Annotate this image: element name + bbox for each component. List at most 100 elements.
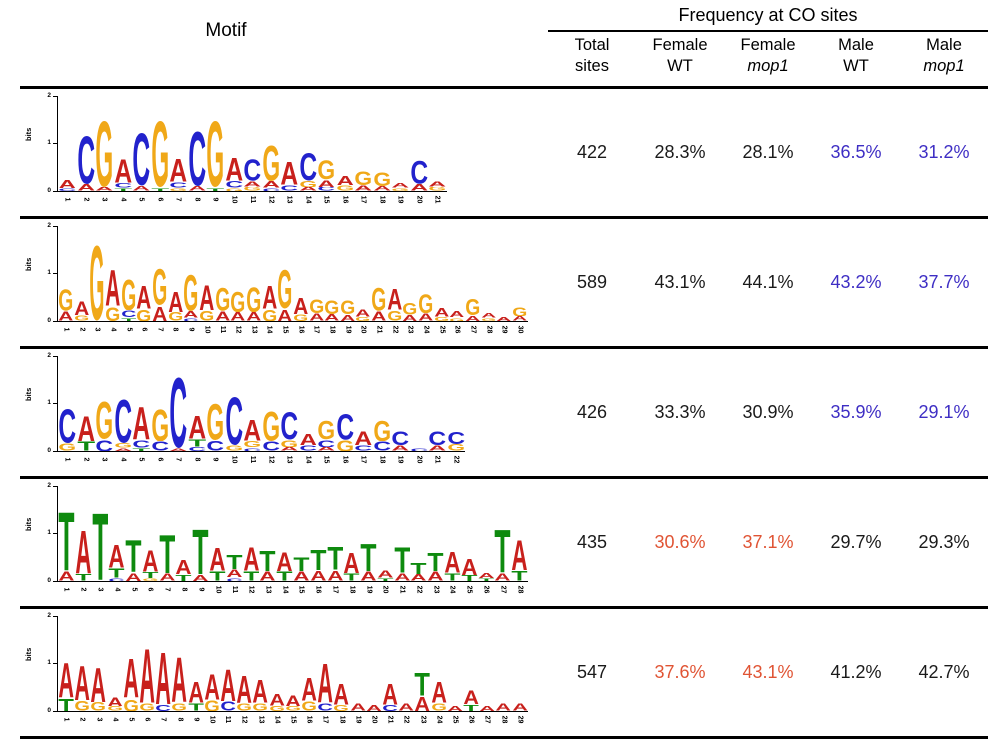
svg-text:T: T [188,703,204,711]
svg-text:A: A [188,186,206,191]
svg-text:A: A [142,549,158,572]
logo-letter-A: A [418,313,433,321]
cell-female-mop1: 30.9% [742,402,794,422]
y-axis: 2 1 0 [42,92,58,193]
position-label: 23 [432,585,440,594]
svg-text:G: G [373,420,391,442]
svg-text:C: C [188,447,206,451]
svg-text:A: A [199,284,214,310]
logo-letter-A: A [77,415,95,442]
position-label: 24 [422,325,430,334]
svg-text:C: C [58,188,76,191]
position-label: 19 [364,585,372,594]
logo-letter-C: C [151,441,169,451]
y-axis-bits-label: bits [24,127,33,141]
logo-letter-G: G [391,188,409,191]
logo-letter-G: G [215,287,230,311]
logo-letter-G: G [317,159,335,179]
svg-text:A: A [215,311,230,321]
logo-x-axis-labels: 1 2 3 4 5 6 7 8 9 10 11 12 13 14 15 16 17 18 19 20 21 22 23 24 2… [58,712,528,730]
logo-letter-A: A [262,181,280,188]
position-label: 14 [265,325,273,334]
logo-letter-A: A [399,703,415,711]
position-label: 18 [338,715,346,724]
logo-letter-C: C [188,447,206,451]
cell-male-mop1: 29.1% [918,402,970,422]
logo-letter-G: G [95,118,113,188]
logo-letter-A: A [137,285,152,309]
logo-letter-C: C [336,413,354,440]
position-label: 7 [174,457,182,462]
svg-text:A: A [74,301,89,315]
svg-text:T: T [193,527,209,575]
column-header-line2: sites [575,56,609,75]
position-label: 28 [515,585,523,594]
position-label: 10 [208,715,216,724]
svg-text:A: A [336,175,354,186]
logo-letter-G: G [142,578,158,581]
svg-text:T: T [176,575,192,581]
logo-x-axis-labels: 1 2 3 4 5 6 7 8 9 10 11 12 13 14 15 16 17 18 19 20 21 22 [58,452,465,470]
svg-text:A: A [310,570,326,581]
logo-letter-A: A [461,558,477,575]
logo-position-stack: A [398,615,415,711]
svg-text:A: A [434,308,449,317]
logo-letter-G: G [74,315,89,321]
column-header-line1: Male [838,36,874,54]
logo-letter-G: G [243,187,261,191]
svg-text:C: C [262,188,280,191]
position-label: 2 [82,457,90,462]
logo-letter-A: A [132,405,150,440]
position-label: 21 [398,585,406,594]
logo-letter-A: A [478,573,494,578]
position-label: 13 [257,715,265,724]
svg-text:G: G [152,267,167,305]
logo-letter-G: G [169,188,187,191]
position-label: 3 [100,457,108,462]
svg-text:G: G [431,703,447,711]
column-header-line2: WT [843,56,869,75]
logo-letter-G: G [246,286,261,312]
svg-text:G: G [95,118,113,188]
logo-letter-C: C [280,185,298,191]
position-label: 23 [406,325,414,334]
cell-male-wt: 41.2% [830,662,882,682]
y-tick-2: 2 [47,352,51,359]
position-label: 1 [62,717,70,722]
svg-text:A: A [168,291,183,313]
position-label: 25 [451,715,459,724]
logo-letter-A: A [188,186,206,191]
position-label: 24 [448,585,456,594]
svg-text:A: A [371,311,386,321]
svg-text:A: A [447,706,463,711]
logo-letter-G: G [418,293,433,313]
position-label: 15 [297,585,305,594]
logo-letter-A: A [387,288,402,310]
cell-male-mop1: 42.7% [918,662,970,682]
svg-text:A: A [262,181,280,188]
svg-text:G: G [151,118,169,188]
position-label: 5 [124,327,132,332]
svg-text:G: G [231,291,246,313]
svg-text:C: C [114,398,132,444]
logo-letter-G: G [91,702,107,711]
sequence-logo: bits 2 1 0 A T A G A G A G A G A G A C A G A T A G A C A G A G A G A G A G A… [20,609,548,736]
logo-letter-A: A [109,544,125,568]
